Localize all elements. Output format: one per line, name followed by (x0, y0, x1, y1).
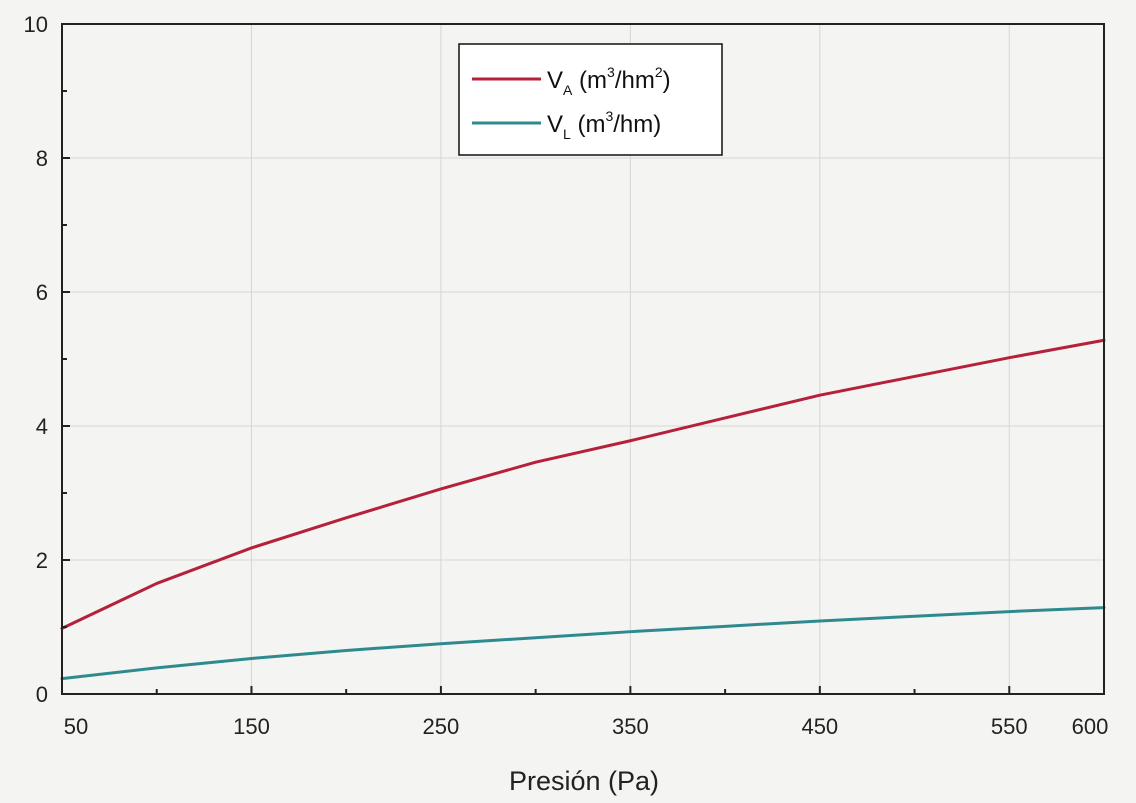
x-tick-label: 600 (1072, 714, 1109, 739)
legend: VA (m3/hm2) VL (m3/hm) (458, 43, 723, 156)
y-tick-label: 10 (24, 12, 48, 37)
series-line-va (60, 338, 1106, 630)
y-tick-label: 6 (36, 280, 48, 305)
x-axis-label: Presión (Pa) (509, 766, 659, 796)
x-tick-label: 150 (233, 714, 270, 739)
x-tick-label: 50 (64, 714, 88, 739)
axis-ticks: 50 150 250 350 450 550 600 0 2 4 6 8 10 (24, 12, 1109, 739)
legend-box (458, 43, 723, 156)
series-line-vl (60, 606, 1106, 681)
y-tick-label: 2 (36, 548, 48, 573)
legend-entry: VA (m3/hm2) (547, 64, 671, 98)
y-tick-label: 8 (36, 146, 48, 171)
legend-entry: VL (m3/hm) (547, 108, 661, 142)
x-tick-label: 450 (801, 714, 838, 739)
series-layer (60, 338, 1106, 681)
x-tick-label: 250 (423, 714, 460, 739)
x-tick-label: 350 (612, 714, 649, 739)
x-tick-label: 550 (991, 714, 1028, 739)
y-tick-label: 4 (36, 414, 48, 439)
y-tick-label: 0 (36, 682, 48, 707)
